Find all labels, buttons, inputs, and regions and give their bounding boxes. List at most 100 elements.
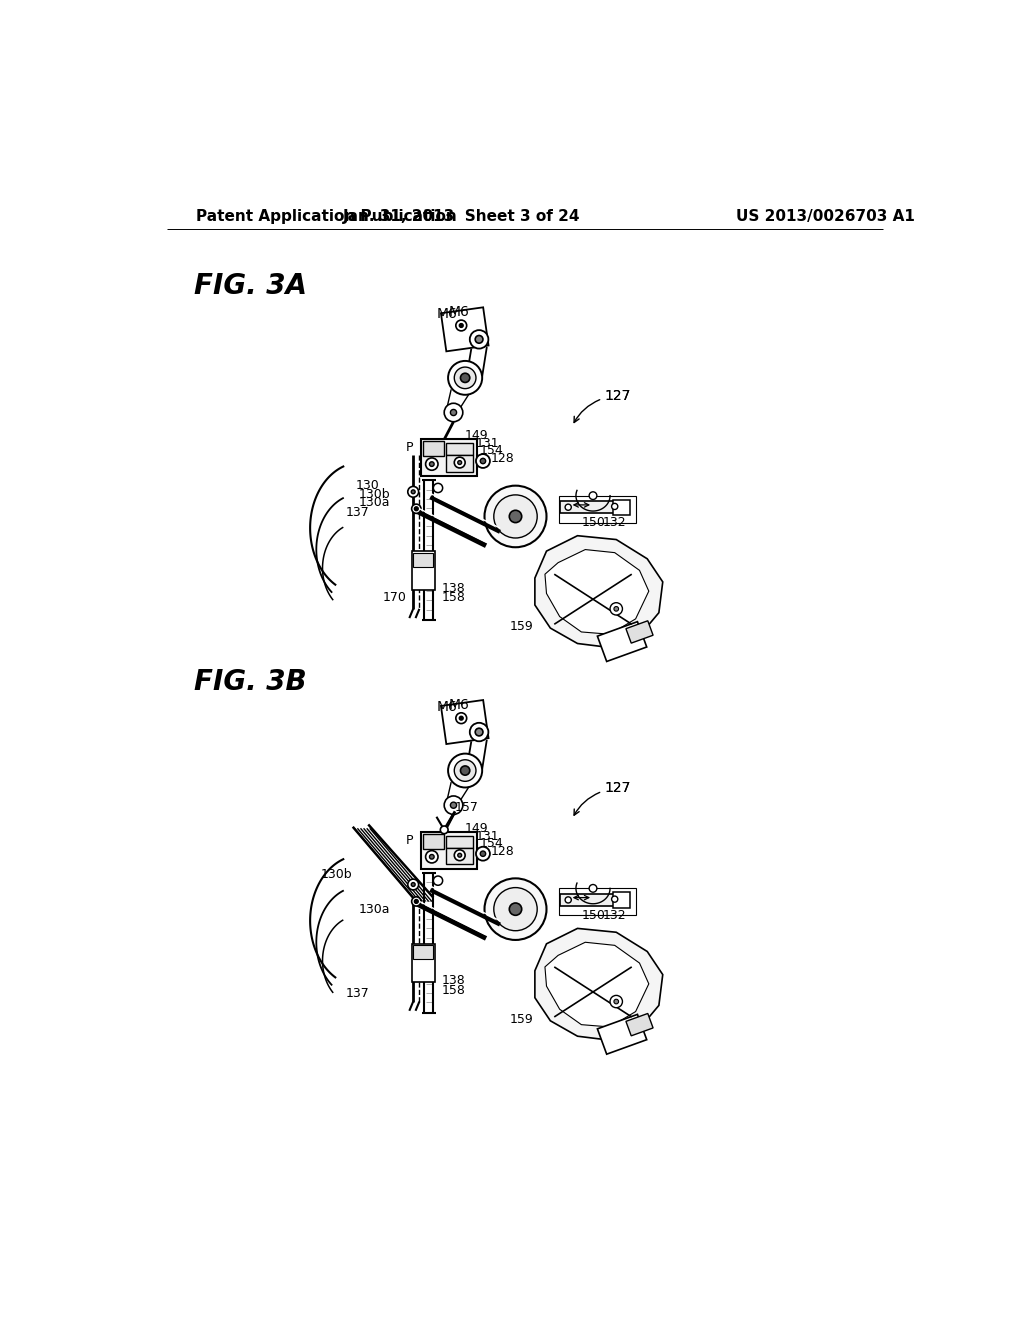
Polygon shape <box>545 942 649 1027</box>
Circle shape <box>458 461 462 465</box>
Text: 128: 128 <box>490 845 514 858</box>
Bar <box>560 894 614 906</box>
Text: 150: 150 <box>582 908 605 921</box>
Text: 128: 128 <box>490 453 514 465</box>
Bar <box>412 944 435 982</box>
Text: 159: 159 <box>510 620 534 634</box>
Text: FIG. 3A: FIG. 3A <box>194 272 307 301</box>
Text: 127: 127 <box>604 388 631 403</box>
Circle shape <box>614 999 618 1003</box>
Circle shape <box>484 878 547 940</box>
Circle shape <box>455 850 465 861</box>
Text: Jan. 31, 2013  Sheet 3 of 24: Jan. 31, 2013 Sheet 3 of 24 <box>342 209 580 223</box>
Bar <box>597 1014 647 1055</box>
Bar <box>597 622 647 661</box>
Bar <box>423 441 444 457</box>
Circle shape <box>408 487 419 498</box>
Circle shape <box>610 995 623 1007</box>
Text: 157: 157 <box>455 801 479 814</box>
Circle shape <box>444 404 463 422</box>
Circle shape <box>460 717 463 721</box>
Circle shape <box>476 454 489 469</box>
Text: 149: 149 <box>465 822 488 834</box>
Circle shape <box>426 458 438 470</box>
Bar <box>421 832 477 869</box>
Bar <box>445 836 473 847</box>
Text: US 2013/0026703 A1: US 2013/0026703 A1 <box>736 209 914 223</box>
Circle shape <box>614 607 618 611</box>
Circle shape <box>611 896 617 903</box>
Bar <box>559 888 636 915</box>
Text: 158: 158 <box>442 591 466 603</box>
Circle shape <box>476 847 489 861</box>
Polygon shape <box>545 549 649 635</box>
Circle shape <box>589 492 597 499</box>
Circle shape <box>408 879 419 890</box>
Text: M6: M6 <box>436 700 458 714</box>
Circle shape <box>415 899 418 903</box>
Circle shape <box>611 503 617 510</box>
Text: 132: 132 <box>603 908 627 921</box>
Text: 154: 154 <box>480 445 504 458</box>
Text: 130b: 130b <box>358 487 390 500</box>
Circle shape <box>433 483 442 492</box>
Text: 149: 149 <box>465 429 488 442</box>
Text: 150: 150 <box>582 516 605 529</box>
Text: 132: 132 <box>603 516 627 529</box>
Bar <box>421 440 477 477</box>
Circle shape <box>494 887 538 931</box>
Circle shape <box>449 754 482 788</box>
Text: 130a: 130a <box>358 903 390 916</box>
Circle shape <box>470 723 488 742</box>
Bar <box>423 834 444 849</box>
Text: 130a: 130a <box>358 496 390 510</box>
Circle shape <box>433 876 442 886</box>
Text: 158: 158 <box>442 983 466 997</box>
Text: 130: 130 <box>356 479 380 492</box>
Circle shape <box>565 896 571 903</box>
Text: 159: 159 <box>510 1012 534 1026</box>
Text: P: P <box>406 834 413 847</box>
Text: FIG. 3B: FIG. 3B <box>194 668 306 696</box>
Text: 170: 170 <box>383 591 407 603</box>
Text: 127: 127 <box>604 388 631 403</box>
Text: M6: M6 <box>449 305 469 319</box>
Bar <box>613 892 630 908</box>
Text: 131: 131 <box>475 437 499 450</box>
Circle shape <box>412 490 415 494</box>
Circle shape <box>412 504 421 513</box>
Circle shape <box>565 504 571 511</box>
Circle shape <box>456 321 467 331</box>
Text: M6: M6 <box>436 308 458 321</box>
Circle shape <box>458 853 462 857</box>
Text: Patent Application Publication: Patent Application Publication <box>197 209 457 223</box>
Circle shape <box>480 851 485 857</box>
Circle shape <box>461 766 470 775</box>
Circle shape <box>589 884 597 892</box>
Text: 154: 154 <box>480 837 504 850</box>
Text: 138: 138 <box>442 582 466 594</box>
Circle shape <box>426 850 438 863</box>
Circle shape <box>451 409 457 416</box>
Polygon shape <box>535 928 663 1040</box>
Circle shape <box>484 486 547 548</box>
Circle shape <box>455 760 476 781</box>
Bar <box>412 552 435 590</box>
Text: 127: 127 <box>604 781 631 795</box>
Text: 137: 137 <box>346 987 370 1001</box>
Circle shape <box>461 374 470 383</box>
Circle shape <box>455 367 476 388</box>
Circle shape <box>470 330 488 348</box>
Circle shape <box>460 323 463 327</box>
Text: 131: 131 <box>475 829 499 842</box>
Circle shape <box>429 462 434 466</box>
Text: 137: 137 <box>346 506 370 519</box>
Text: P: P <box>406 441 413 454</box>
Bar <box>445 444 473 455</box>
Circle shape <box>412 896 421 906</box>
Text: 130b: 130b <box>322 869 352 880</box>
Bar <box>441 700 488 744</box>
Circle shape <box>475 729 483 737</box>
Text: 127: 127 <box>604 781 631 795</box>
Circle shape <box>610 603 623 615</box>
